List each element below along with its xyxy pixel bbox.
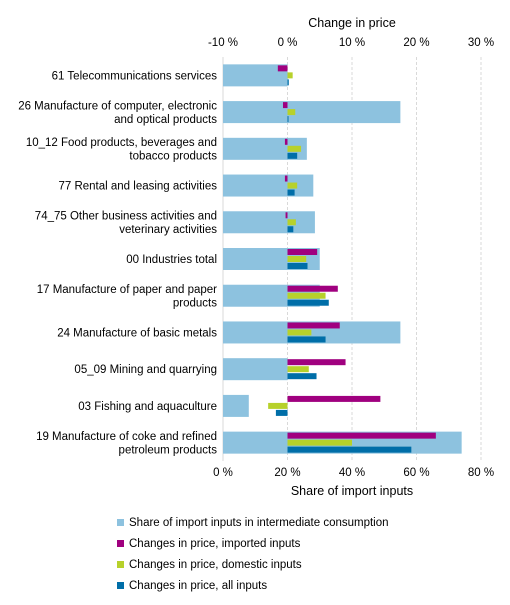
price-change-bar bbox=[287, 152, 298, 159]
price-change-bar bbox=[287, 359, 346, 366]
legend-swatch bbox=[117, 519, 124, 526]
price-change-bar bbox=[287, 182, 298, 189]
bottom-tick-label: 80 % bbox=[468, 467, 494, 479]
top-tick-label: 30 % bbox=[468, 37, 494, 49]
price-change-bar bbox=[287, 109, 296, 116]
category-label: 19 Manufacture of coke and refined petrol… bbox=[36, 431, 217, 457]
category-label: 00 Industries total bbox=[126, 254, 217, 266]
category-label: 77 Rental and leasing activities bbox=[58, 181, 217, 193]
top-tick-label: 10 % bbox=[339, 37, 365, 49]
share-bar bbox=[223, 64, 288, 87]
price-change-bar bbox=[284, 138, 288, 145]
share-bar bbox=[223, 101, 401, 124]
price-change-bar bbox=[268, 402, 288, 409]
price-change-bar bbox=[287, 299, 329, 306]
price-change-bar bbox=[277, 65, 288, 72]
legend-swatch bbox=[117, 561, 124, 568]
price-change-bar bbox=[282, 102, 288, 109]
bottom-tick-label: 40 % bbox=[339, 467, 365, 479]
top-axis-title: Change in price bbox=[308, 16, 396, 30]
top-tick-label: 20 % bbox=[403, 37, 429, 49]
price-change-bar bbox=[287, 79, 289, 86]
category-label: 03 Fishing and aquaculture bbox=[78, 401, 217, 413]
price-change-bar bbox=[287, 432, 436, 439]
price-change-bar bbox=[284, 175, 288, 182]
category-label: 17 Manufacture of paper and paper product… bbox=[37, 284, 218, 310]
share-bar bbox=[223, 358, 288, 381]
bottom-tick-label: 0 % bbox=[213, 467, 233, 479]
legend-label: Changes in price, imported inputs bbox=[129, 538, 301, 550]
category-label: 26 Manufacture of computer, electronic an… bbox=[18, 100, 217, 126]
price-change-bar bbox=[287, 145, 302, 152]
top-tick-label: -10 % bbox=[208, 37, 238, 49]
price-change-bar bbox=[287, 292, 326, 299]
category-label: 24 Manufacture of basic metals bbox=[57, 327, 217, 339]
legend-label: Changes in price, all inputs bbox=[129, 580, 267, 592]
price-change-bar bbox=[287, 72, 293, 79]
share-bar bbox=[223, 174, 314, 197]
price-change-bar bbox=[285, 212, 288, 219]
price-change-bar bbox=[287, 116, 289, 123]
legend-swatch bbox=[117, 540, 124, 547]
price-change-bar bbox=[287, 373, 317, 380]
bottom-tick-label: 60 % bbox=[403, 467, 429, 479]
price-change-bar bbox=[287, 285, 338, 292]
legend: Share of import inputs in intermediate c… bbox=[117, 517, 389, 592]
price-change-bar bbox=[287, 366, 309, 373]
top-tick-label: 0 % bbox=[278, 37, 298, 49]
price-change-bar bbox=[287, 395, 381, 402]
price-change-bar bbox=[287, 439, 352, 446]
price-change-bar bbox=[287, 322, 340, 329]
bars bbox=[223, 64, 462, 454]
price-change-bar bbox=[287, 263, 308, 269]
price-change-bar bbox=[287, 329, 312, 336]
gridlines bbox=[222, 57, 482, 461]
price-change-bar bbox=[287, 189, 295, 196]
tick-labels: -10 % 0 % 10 % 20 % 30 % 0 % 20 % 40 % 60 % 80 % bbox=[208, 37, 494, 479]
category-labels: 61 Telecommunications services 26 Manufac… bbox=[18, 70, 217, 456]
price-change-bar bbox=[287, 446, 412, 453]
price-change-bar bbox=[287, 226, 294, 233]
share-bar bbox=[223, 321, 401, 344]
category-label: 05_09 Mining and quarrying bbox=[74, 364, 217, 376]
legend-swatch bbox=[117, 582, 124, 589]
share-bar bbox=[223, 394, 249, 417]
category-label: 74_75 Other business activities and veter… bbox=[35, 211, 217, 237]
price-change-bar bbox=[287, 336, 326, 343]
share-bar bbox=[223, 211, 315, 234]
price-change-bar bbox=[287, 256, 307, 262]
legend-label: Share of import inputs in intermediate c… bbox=[129, 517, 389, 529]
legend-label: Changes in price, domestic inputs bbox=[129, 559, 302, 571]
price-change-bar bbox=[275, 409, 288, 416]
price-change-bar bbox=[287, 219, 296, 226]
category-label: 10_12 Food products, beverages and tobacc… bbox=[26, 137, 217, 163]
price-change-bar bbox=[287, 249, 318, 255]
bottom-tick-label: 20 % bbox=[274, 467, 300, 479]
category-label: 61 Telecommunications services bbox=[52, 70, 218, 82]
bottom-axis-title: Share of import inputs bbox=[291, 484, 413, 498]
